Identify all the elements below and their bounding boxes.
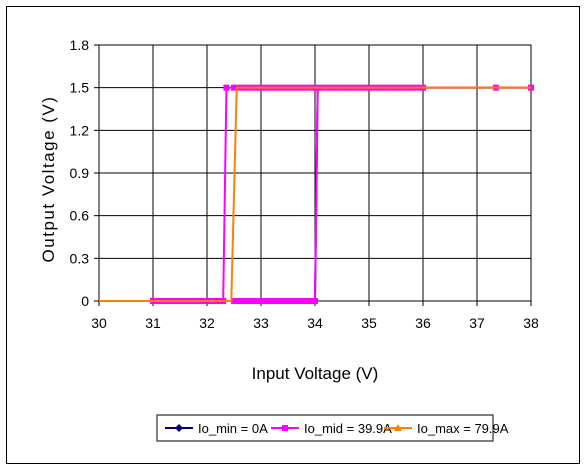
legend-label: Io_max = 79.9A bbox=[417, 421, 509, 436]
x-tick-label: 31 bbox=[145, 315, 161, 331]
y-tick-label: 0.6 bbox=[70, 208, 90, 224]
y-tick-label: 0 bbox=[81, 293, 89, 309]
x-tick-label: 32 bbox=[199, 315, 215, 331]
legend-marker bbox=[175, 424, 183, 432]
data-point bbox=[290, 298, 297, 304]
y-tick-label: 0.9 bbox=[70, 165, 90, 181]
data-point bbox=[247, 298, 254, 304]
line-chart: 0 0.3 0.6 0.9 1.2 1.5 1.8 30 31 32 33 34 35 36 37 38 O… bbox=[39, 37, 539, 442]
data-point bbox=[301, 298, 308, 304]
x-tick-label: 30 bbox=[91, 315, 107, 331]
data-point bbox=[268, 298, 275, 304]
data-point bbox=[274, 298, 281, 304]
data-point bbox=[312, 298, 318, 304]
data-point bbox=[252, 298, 259, 304]
data-point bbox=[258, 298, 264, 304]
data-point bbox=[223, 84, 230, 91]
series-line-segment bbox=[231, 87, 319, 302]
legend: Io_min = 0A Io_mid = 39.9A Io_max = 79.9A bbox=[156, 414, 509, 442]
x-tick-label: 37 bbox=[469, 315, 485, 331]
legend-item: Io_mid = 39.9A bbox=[271, 421, 392, 436]
data-point bbox=[241, 298, 248, 304]
x-tick-label: 33 bbox=[253, 315, 269, 331]
legend-item: Io_max = 79.9A bbox=[384, 421, 509, 436]
series-line bbox=[99, 86, 531, 302]
data-point bbox=[231, 84, 237, 91]
x-tick-label: 34 bbox=[307, 315, 323, 331]
x-tick-label: 36 bbox=[415, 315, 431, 331]
y-tick-label: 1.8 bbox=[70, 37, 90, 53]
series-2 bbox=[150, 84, 534, 304]
y-tick-label: 1.5 bbox=[70, 80, 90, 96]
legend-marker bbox=[394, 424, 402, 431]
x-axis-label: Input Voltage (V) bbox=[252, 364, 379, 383]
legend-box bbox=[156, 414, 494, 442]
data-point bbox=[236, 298, 243, 304]
x-axis-ticks: 30 31 32 33 34 35 36 37 38 bbox=[91, 301, 539, 331]
series-line bbox=[153, 86, 531, 302]
y-axis-ticks: 0 0.3 0.6 0.9 1.2 1.5 1.8 bbox=[70, 37, 99, 309]
legend-label: Io_mid = 39.9A bbox=[304, 421, 392, 436]
series-3 bbox=[99, 86, 531, 302]
legend-item: Io_min = 0A bbox=[165, 421, 268, 436]
x-tick-label: 38 bbox=[523, 315, 539, 331]
legend-label: Io_min = 0A bbox=[198, 421, 268, 436]
data-point bbox=[263, 298, 270, 304]
data-point bbox=[285, 298, 291, 304]
data-point bbox=[295, 298, 302, 304]
series-layer bbox=[99, 84, 534, 304]
data-point bbox=[279, 298, 286, 304]
data-point bbox=[231, 298, 237, 304]
y-axis-label: Output Voltage (V) bbox=[39, 96, 58, 263]
data-point bbox=[306, 298, 313, 304]
y-tick-label: 0.3 bbox=[70, 250, 90, 266]
y-tick-label: 1.2 bbox=[70, 122, 90, 138]
legend-marker bbox=[282, 425, 288, 431]
x-tick-label: 35 bbox=[361, 315, 377, 331]
chart-frame: 0 0.3 0.6 0.9 1.2 1.5 1.8 30 31 32 33 34 35 36 37 38 O… bbox=[6, 6, 580, 464]
